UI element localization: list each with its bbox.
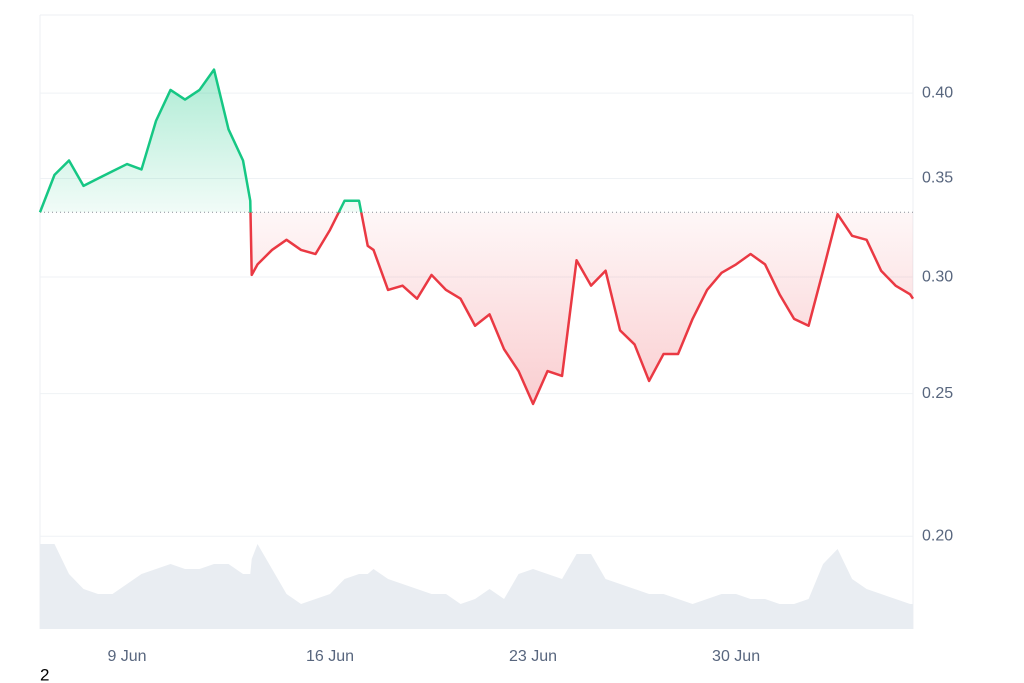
y-tick-label: 0.40	[922, 84, 953, 101]
y-tick-label: 0.25	[922, 385, 953, 402]
y-tick-label: 0.30	[922, 268, 953, 285]
x-tick-label: 30 Jun	[712, 648, 760, 665]
y-tick-label: 0.20	[922, 528, 953, 545]
price-area	[40, 69, 913, 404]
x-tick-label: 9 Jun	[107, 648, 146, 665]
price-line	[38, 68, 915, 406]
volume-area	[40, 544, 913, 629]
x-tick-label: 16 Jun	[306, 648, 354, 665]
y-tick-label: 0.35	[922, 170, 953, 187]
footnote: 2	[40, 665, 49, 683]
x-tick-label: 23 Jun	[509, 648, 557, 665]
